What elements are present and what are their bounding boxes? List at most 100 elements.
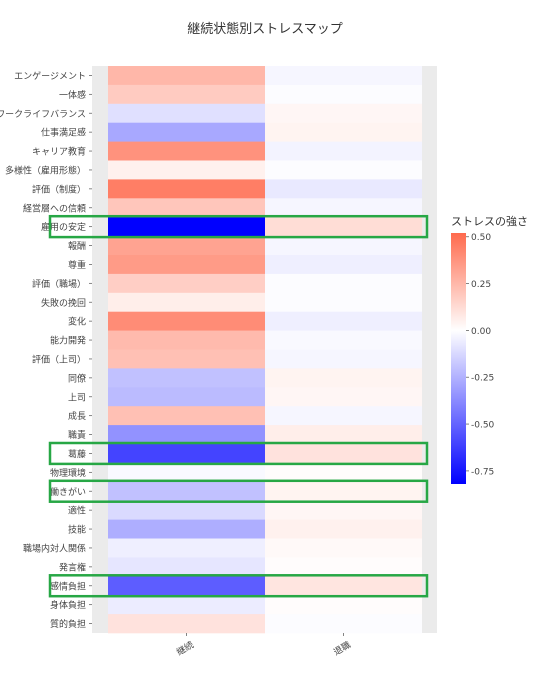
x-tick-label: 継続 <box>174 639 196 658</box>
heatmap-cell <box>108 292 265 312</box>
y-tick-label: 上司 <box>68 392 86 403</box>
heatmap-cell <box>108 198 265 218</box>
heatmap-cell <box>265 255 422 275</box>
y-tick-label: 感情負担 <box>50 580 86 592</box>
heatmap-cell <box>108 557 265 577</box>
y-tick-label: 変化 <box>68 316 86 328</box>
heatmap-cell <box>265 557 422 577</box>
heatmap-cell <box>265 273 422 294</box>
heatmap-cell <box>265 217 422 237</box>
colorbar-title: ストレスの強さ <box>451 215 528 228</box>
highlight-box <box>48 479 429 503</box>
heatmap-cell <box>265 330 422 350</box>
heatmap-cell <box>265 349 422 369</box>
heatmap-cell <box>108 330 265 350</box>
heatmap-cell <box>265 160 422 180</box>
y-tick-label: キャリア教育 <box>32 146 86 158</box>
heatmap-cell <box>108 349 265 369</box>
heatmap-cell <box>265 311 422 331</box>
highlight-box <box>48 441 429 466</box>
colorbar-tick-label: 0.00 <box>471 327 491 337</box>
y-tick-label: ワークライフバランス <box>0 109 86 120</box>
heatmap-cell <box>108 217 265 237</box>
y-tick-label: 身体負担 <box>50 599 86 611</box>
heatmap-cell <box>108 462 265 483</box>
y-tick-label: 経営層への信頼 <box>23 202 86 214</box>
y-tick-label: 発言権 <box>59 561 86 573</box>
y-tick-label: 職責 <box>68 429 86 441</box>
y-tick-label: 評価（制度） <box>32 183 86 195</box>
colorbar-tick-label: -0.25 <box>471 374 494 384</box>
heatmap-cell <box>265 425 422 445</box>
y-tick-label: 一体感 <box>59 89 86 101</box>
colorbar-tick-label: -0.50 <box>471 421 495 431</box>
y-tick-label: 適性 <box>68 505 86 517</box>
heatmap-cell <box>108 500 265 520</box>
y-tick-label: 同僚 <box>68 372 86 384</box>
heatmap-cell <box>265 368 422 388</box>
chart-title: 継続状態別ストレスマップ <box>187 21 343 37</box>
y-tick-label: 能力開発 <box>50 335 86 347</box>
y-tick-label: 失敗の挽回 <box>41 297 86 309</box>
heatmap-cell <box>265 198 422 218</box>
heatmap-cell <box>108 576 265 596</box>
colorbar-tick-label: -0.75 <box>471 467 494 477</box>
y-tick-label: 職場内対人関係 <box>23 542 86 554</box>
y-tick-label: 成長 <box>68 410 86 422</box>
y-tick-label: エンゲージメント <box>14 70 86 82</box>
heatmap-cell <box>108 406 265 426</box>
heatmap-cell <box>265 84 422 105</box>
heatmap-cell <box>265 236 422 256</box>
y-tick-label: 報酬 <box>68 241 86 252</box>
x-tick-label: 退職 <box>332 640 353 659</box>
y-tick-label: 評価（上司） <box>32 353 86 365</box>
heatmap-cell <box>265 103 422 123</box>
heatmap-cell <box>108 273 265 294</box>
colorbar-tick-label: 0.50 <box>471 233 491 243</box>
highlight-box <box>48 214 429 239</box>
heatmap-cell <box>265 66 422 86</box>
heatmap-cell <box>108 141 265 161</box>
heatmap-cell <box>265 519 422 539</box>
heatmap-cell <box>265 141 422 161</box>
heatmap-cell <box>108 444 265 464</box>
y-tick-label: 仕事満足感 <box>41 127 86 139</box>
heatmap-cell <box>265 462 422 483</box>
heatmap-cell <box>108 160 265 180</box>
heatmap-cell <box>265 538 422 558</box>
heatmap-cell <box>108 519 265 539</box>
heatmap-cell <box>108 595 265 615</box>
y-tick-label: 葛藤 <box>68 448 86 460</box>
heatmap-cell <box>108 425 265 445</box>
y-tick-label: 働きがい <box>50 486 86 498</box>
heatmap-cell <box>108 481 265 501</box>
heatmap-cell <box>108 368 265 388</box>
y-tick-label: 質的負担 <box>50 618 86 630</box>
y-tick-label: 多様性（雇用形態） <box>5 164 86 176</box>
heatmap-cell <box>108 179 265 199</box>
y-tick-label: 尊重 <box>68 259 86 271</box>
heatmap-cell <box>265 481 422 501</box>
heatmap-cell <box>108 538 265 558</box>
heatmap-cell <box>108 614 265 634</box>
heatmap-cell <box>265 179 422 199</box>
heatmap-cell <box>265 387 422 407</box>
heatmap-cell <box>265 292 422 312</box>
colorbar-tick-label: 0.25 <box>471 280 491 290</box>
y-tick-label: 物理環境 <box>50 467 86 479</box>
heatmap-cell <box>265 406 422 426</box>
heatmap-cell <box>108 255 265 275</box>
colorbar <box>451 233 466 484</box>
y-tick-label: 技能 <box>68 524 86 536</box>
heatmap-cell <box>108 311 265 331</box>
heatmap-cell <box>108 122 265 142</box>
highlight-box <box>48 574 429 598</box>
heatmap-cell <box>108 103 265 123</box>
heatmap-cell <box>108 236 265 256</box>
y-tick-label: 評価（職場） <box>32 278 86 290</box>
heatmap-cell <box>265 576 422 596</box>
heatmap-cell <box>108 387 265 407</box>
heatmap-cell <box>265 614 422 634</box>
